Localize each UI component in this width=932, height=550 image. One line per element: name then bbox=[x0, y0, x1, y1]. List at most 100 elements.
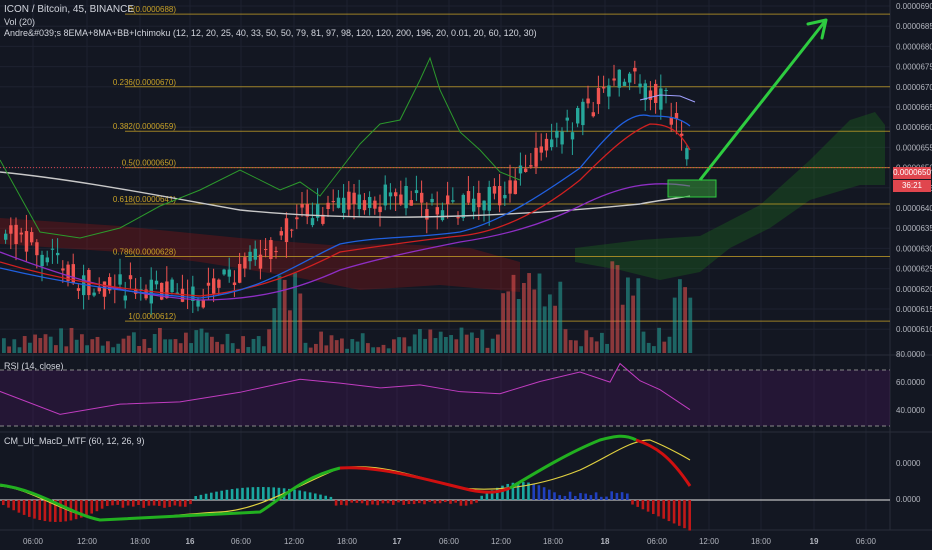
candle-body bbox=[570, 132, 575, 140]
candle-body bbox=[362, 200, 367, 211]
candle-body bbox=[492, 186, 497, 194]
volume-bar bbox=[402, 337, 407, 353]
volume-bar bbox=[74, 339, 79, 353]
volume-bar bbox=[95, 336, 100, 353]
macd-histogram-bar bbox=[28, 500, 31, 517]
volume-bar bbox=[236, 348, 240, 353]
volume-bar bbox=[132, 332, 136, 353]
macd-histogram-bar bbox=[542, 487, 546, 500]
candle-body bbox=[617, 69, 621, 88]
macd-histogram-bar bbox=[189, 500, 192, 505]
candle-body bbox=[128, 275, 133, 280]
macd-histogram-bar bbox=[80, 500, 83, 518]
candle-body bbox=[425, 209, 429, 220]
macd-histogram-bar bbox=[511, 482, 515, 500]
bar-countdown-label: 36:21 bbox=[893, 180, 931, 192]
candle-body bbox=[264, 249, 268, 251]
macd-histogram-bar bbox=[59, 500, 62, 522]
price-axis-label: 0.0000620 bbox=[896, 285, 932, 294]
macd-histogram-bar bbox=[262, 487, 265, 500]
macd-histogram-bar bbox=[392, 500, 395, 505]
candle-body bbox=[253, 248, 257, 260]
candle-body bbox=[305, 203, 309, 217]
time-axis-label: 06:00 bbox=[23, 537, 44, 546]
volume-bar bbox=[516, 299, 521, 353]
candle-body bbox=[602, 87, 606, 89]
candle-body bbox=[347, 191, 351, 210]
trend-arrow-line bbox=[698, 19, 828, 181]
macd-histogram-bar bbox=[459, 500, 463, 506]
macd-histogram-bar bbox=[423, 500, 426, 505]
macd-histogram-bar bbox=[688, 500, 691, 531]
macd-histogram-bar bbox=[418, 500, 421, 504]
candle-body bbox=[503, 195, 507, 199]
macd-histogram-bar bbox=[454, 500, 457, 503]
volume-bar bbox=[204, 332, 209, 353]
macd-histogram-bar bbox=[132, 500, 135, 507]
macd-histogram-bar bbox=[485, 492, 489, 500]
price-axis-label: 0.0000690 bbox=[896, 2, 932, 11]
candle-body bbox=[430, 198, 434, 203]
fib-level-label: 0.786(0.0000628) bbox=[113, 247, 177, 256]
macd-histogram-bar bbox=[641, 500, 645, 510]
candle-body bbox=[373, 200, 377, 209]
candle-body bbox=[170, 279, 174, 293]
candle-body bbox=[648, 90, 653, 100]
price-axis-label: 0.0000675 bbox=[896, 63, 932, 72]
macd-histogram-bar bbox=[480, 495, 483, 500]
candle-body bbox=[378, 206, 382, 213]
volume-bar bbox=[392, 339, 396, 353]
macd-histogram-bar bbox=[371, 500, 374, 505]
macd-histogram-bar bbox=[277, 487, 281, 500]
time-axis-label: 06:00 bbox=[439, 537, 460, 546]
candle-body bbox=[513, 180, 517, 195]
candle-body bbox=[472, 198, 476, 212]
volume-bar bbox=[100, 345, 105, 353]
volume-bar bbox=[589, 337, 594, 353]
macd-histogram-bar bbox=[48, 500, 52, 522]
macd-histogram-bar bbox=[184, 500, 187, 507]
volume-bar bbox=[511, 274, 516, 353]
macd-histogram-bar bbox=[54, 500, 57, 522]
macd-histogram-bar bbox=[412, 500, 416, 505]
macd-histogram-bar bbox=[225, 489, 229, 500]
macd-histogram-bar bbox=[605, 496, 608, 500]
macd-histogram-bar bbox=[17, 500, 21, 513]
volume-bar bbox=[184, 332, 188, 353]
volume-bar bbox=[527, 273, 531, 353]
volume-bar bbox=[199, 328, 204, 353]
rsi-axis-label: 40.0000 bbox=[896, 406, 925, 415]
macd-histogram-bar bbox=[204, 493, 208, 500]
volume-bar bbox=[308, 347, 313, 353]
volume-bar bbox=[433, 338, 438, 353]
volume-bar bbox=[303, 342, 308, 353]
volume-bar bbox=[272, 308, 277, 353]
volume-bar bbox=[137, 346, 141, 353]
volume-bar bbox=[210, 336, 214, 353]
candle-body bbox=[316, 204, 320, 218]
current-price-label: 0.0000650 bbox=[893, 167, 931, 179]
candle-body bbox=[518, 165, 523, 174]
volume-bar bbox=[412, 334, 417, 353]
volume-bar bbox=[444, 337, 448, 353]
candle-body bbox=[628, 73, 632, 83]
price-axis-label: 0.0000670 bbox=[896, 83, 932, 92]
macd-histogram-bar bbox=[293, 489, 296, 500]
volume-bar bbox=[579, 346, 583, 353]
volume-bar bbox=[418, 329, 422, 353]
volume-bar bbox=[111, 347, 115, 353]
volume-bar bbox=[652, 346, 656, 353]
macd-histogram-bar bbox=[116, 500, 119, 505]
macd-histogram-bar bbox=[256, 487, 260, 500]
macd-line-rising bbox=[509, 434, 637, 490]
candle-body bbox=[674, 113, 679, 119]
candle-body bbox=[269, 240, 273, 260]
volume-bar bbox=[620, 304, 625, 353]
macd-histogram-bar bbox=[152, 500, 156, 506]
volume-bar bbox=[256, 336, 261, 353]
macd-histogram-bar bbox=[589, 495, 593, 500]
volume-bar bbox=[574, 340, 578, 353]
volume-bar bbox=[345, 348, 349, 353]
